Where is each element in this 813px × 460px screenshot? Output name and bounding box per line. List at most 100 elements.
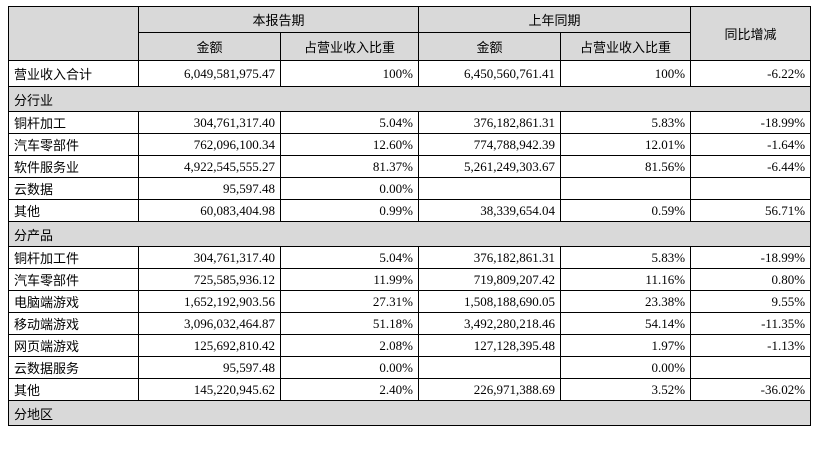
value-cell: 100% xyxy=(279,60,420,87)
value-cell: 762,096,100.34 xyxy=(138,133,281,156)
table-row: 汽车零部件 762,096,100.34 12.60% 774,788,942.39 1… xyxy=(8,133,812,156)
value-cell: 12.01% xyxy=(560,133,692,156)
value-cell: 51.18% xyxy=(279,312,420,335)
row-label: 营业收入合计 xyxy=(8,60,139,87)
value-cell: 1,508,188,690.05 xyxy=(418,290,562,313)
row-label: 云数据服务 xyxy=(8,356,139,379)
value-cell: 5.04% xyxy=(279,246,420,269)
header-cell: 本报告期 xyxy=(137,6,420,33)
table-row: 软件服务业 4,922,545,555.27 81.37% 5,261,249,303… xyxy=(8,155,812,178)
table-row: 铜杆加工 304,761,317.40 5.04% 376,182,861.31 5.8… xyxy=(8,111,812,134)
table-row: 云数据 95,597.48 0.00% xyxy=(8,177,812,200)
value-cell: 95,597.48 xyxy=(138,356,281,379)
revenue-table: 本报告期 上年同期 同比增减 金额 占营业收入比重 金额 占营业收入比重 营业收… xyxy=(7,6,812,426)
table-row: 汽车零部件 725,585,936.12 11.99% 719,809,207.42 1… xyxy=(8,268,812,291)
value-cell: 11.99% xyxy=(279,268,420,291)
value-cell: 5.83% xyxy=(560,246,692,269)
row-label: 移动端游戏 xyxy=(8,312,139,335)
table-row: 分产品 xyxy=(7,221,812,247)
table-row: 其他 145,220,945.62 2.40% 226,971,388.69 3.52%… xyxy=(8,378,812,401)
row-label: 铜杆加工件 xyxy=(8,246,139,269)
value-cell: -18.99% xyxy=(690,111,812,134)
value-cell: 376,182,861.31 xyxy=(418,246,562,269)
value-cell: 304,761,317.40 xyxy=(138,111,281,134)
value-cell: 100% xyxy=(560,60,692,87)
value-cell xyxy=(418,177,562,200)
value-cell: 145,220,945.62 xyxy=(138,378,281,401)
value-cell: 6,450,560,761.41 xyxy=(418,60,562,87)
row-label: 铜杆加工 xyxy=(8,111,139,134)
header-cell: 金额 xyxy=(138,32,281,61)
value-cell: 304,761,317.40 xyxy=(138,246,281,269)
row-label: 汽车零部件 xyxy=(8,133,139,156)
section-cell: 分产品 xyxy=(7,221,812,247)
value-cell: 11.16% xyxy=(560,268,692,291)
value-cell: 376,182,861.31 xyxy=(418,111,562,134)
header-cell: 占营业收入比重 xyxy=(279,32,420,61)
table-row: 营业收入合计 6,049,581,975.47 100% 6,450,560,761.… xyxy=(8,60,812,87)
value-cell: 2.08% xyxy=(279,334,420,357)
header-cell: 同比增减 xyxy=(690,6,812,61)
table-row: 分行业 xyxy=(7,86,812,112)
value-cell: 56.71% xyxy=(690,199,812,222)
table-row: 移动端游戏 3,096,032,464.87 51.18% 3,492,280,218… xyxy=(8,312,812,335)
value-cell: 81.56% xyxy=(560,155,692,178)
value-cell: 95,597.48 xyxy=(138,177,281,200)
row-label: 其他 xyxy=(8,378,139,401)
value-cell: 54.14% xyxy=(560,312,692,335)
row-label: 其他 xyxy=(8,199,139,222)
header-row: 本报告期 上年同期 同比增减 xyxy=(8,6,812,61)
value-cell: 3.52% xyxy=(560,378,692,401)
header-cell: 金额 xyxy=(418,32,562,61)
table-row: 电脑端游戏 1,652,192,903.56 27.31% 1,508,188,690… xyxy=(8,290,812,313)
value-cell: -11.35% xyxy=(690,312,812,335)
value-cell: 1.97% xyxy=(560,334,692,357)
value-cell: 0.80% xyxy=(690,268,812,291)
section-cell: 分行业 xyxy=(7,86,812,112)
value-cell: 0.00% xyxy=(560,356,692,379)
value-cell: 0.59% xyxy=(560,199,692,222)
value-cell: 23.38% xyxy=(560,290,692,313)
value-cell: 3,096,032,464.87 xyxy=(138,312,281,335)
table-body: 本报告期 上年同期 同比增减 金额 占营业收入比重 金额 占营业收入比重 营业收… xyxy=(7,6,812,426)
value-cell: 6,049,581,975.47 xyxy=(138,60,281,87)
value-cell: -18.99% xyxy=(690,246,812,269)
value-cell: 125,692,810.42 xyxy=(138,334,281,357)
value-cell: -1.13% xyxy=(690,334,812,357)
value-cell: 774,788,942.39 xyxy=(418,133,562,156)
value-cell: -36.02% xyxy=(690,378,812,401)
value-cell xyxy=(560,177,692,200)
header-cell: 上年同期 xyxy=(418,6,692,33)
table-row: 网页端游戏 125,692,810.42 2.08% 127,128,395.48 1.… xyxy=(8,334,812,357)
value-cell: -6.22% xyxy=(690,60,812,87)
table-row: 铜杆加工件 304,761,317.40 5.04% 376,182,861.31 5.… xyxy=(8,246,812,269)
value-cell: 5.83% xyxy=(560,111,692,134)
header-row: 金额 占营业收入比重 金额 占营业收入比重 xyxy=(9,32,811,61)
value-cell: 9.55% xyxy=(690,290,812,313)
value-cell: 4,922,545,555.27 xyxy=(138,155,281,178)
value-cell: 127,128,395.48 xyxy=(418,334,562,357)
value-cell: 719,809,207.42 xyxy=(418,268,562,291)
value-cell: 1,652,192,903.56 xyxy=(138,290,281,313)
value-cell: 226,971,388.69 xyxy=(418,378,562,401)
section-cell: 分地区 xyxy=(7,400,812,426)
row-label: 云数据 xyxy=(8,177,139,200)
value-cell: 0.00% xyxy=(279,177,420,200)
value-cell: 5.04% xyxy=(279,111,420,134)
value-cell: 0.00% xyxy=(279,356,420,379)
table-row: 其他 60,083,404.98 0.99% 38,339,654.04 0.59% 56… xyxy=(8,199,812,222)
row-label: 汽车零部件 xyxy=(8,268,139,291)
value-cell: 81.37% xyxy=(279,155,420,178)
value-cell: 5,261,249,303.67 xyxy=(418,155,562,178)
value-cell: 12.60% xyxy=(279,133,420,156)
value-cell: 38,339,654.04 xyxy=(418,199,562,222)
row-label: 软件服务业 xyxy=(8,155,139,178)
table-row: 云数据服务 95,597.48 0.00% 0.00% xyxy=(8,356,812,379)
header-cell: 占营业收入比重 xyxy=(560,32,692,61)
value-cell: 3,492,280,218.46 xyxy=(418,312,562,335)
row-label: 电脑端游戏 xyxy=(8,290,139,313)
header-cell xyxy=(8,6,139,61)
value-cell: 2.40% xyxy=(279,378,420,401)
value-cell: 27.31% xyxy=(279,290,420,313)
